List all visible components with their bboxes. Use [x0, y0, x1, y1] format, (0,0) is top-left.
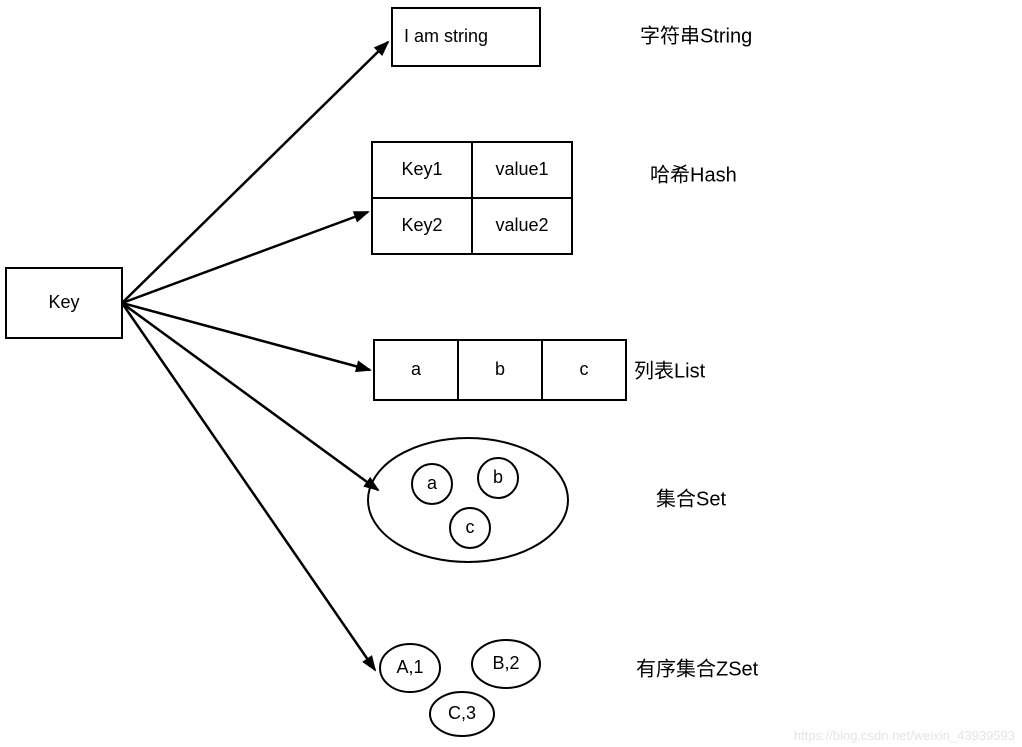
key-label: Key — [48, 292, 79, 312]
set-member: b — [493, 467, 503, 487]
set-type-label: 集合Set — [656, 487, 726, 510]
arrow-1 — [122, 212, 368, 303]
list-type-label: 列表List — [634, 359, 706, 382]
hash-cell: value1 — [495, 159, 548, 179]
hash-cell: Key2 — [401, 215, 442, 235]
zset-member: B,2 — [492, 653, 519, 673]
set-node: a b c — [368, 438, 568, 562]
set-member: c — [466, 517, 475, 537]
arrow-4 — [122, 303, 375, 670]
arrow-0 — [122, 42, 388, 303]
list-cell: a — [411, 359, 422, 379]
hash-cell: Key1 — [401, 159, 442, 179]
zset-member: A,1 — [396, 657, 423, 677]
hash-cell: value2 — [495, 215, 548, 235]
list-cell: b — [495, 359, 505, 379]
key-box: Key — [6, 268, 122, 338]
list-cell: c — [580, 359, 589, 379]
set-member: a — [427, 473, 438, 493]
zset-node: A,1 B,2 C,3 — [380, 640, 540, 736]
string-node: I am string — [392, 8, 540, 66]
string-type-label: 字符串String — [640, 24, 752, 47]
arrow-3 — [122, 303, 378, 490]
string-value: I am string — [404, 26, 488, 46]
hash-type-label: 哈希Hash — [650, 163, 737, 186]
hash-node: Key1 value1 Key2 value2 — [372, 142, 572, 254]
watermark: https://blog.csdn.net/weixin_43939593 — [794, 728, 1015, 743]
zset-member: C,3 — [448, 703, 476, 723]
zset-type-label: 有序集合ZSet — [636, 657, 759, 680]
list-node: a b c — [374, 340, 626, 400]
arrow-2 — [122, 303, 370, 370]
